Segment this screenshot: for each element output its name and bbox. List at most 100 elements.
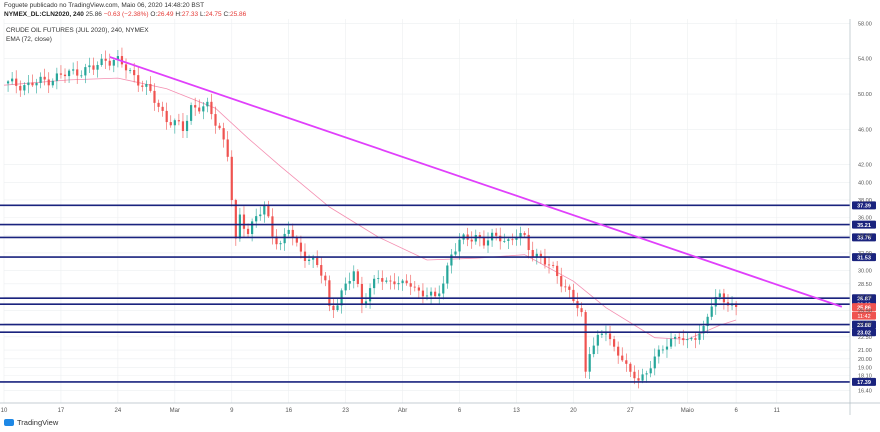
x-tick-label: 24 <box>115 408 122 414</box>
candle-body <box>96 64 99 70</box>
time-axis[interactable]: 10 17 24 Mar 9 16 23 Abr 6 13 20 27 Maio 6 11 <box>0 402 880 414</box>
candle-body <box>470 239 473 242</box>
candle-body <box>165 110 168 123</box>
candle-body <box>381 278 384 282</box>
candle-body <box>23 85 26 91</box>
candle-body <box>637 378 640 381</box>
candle-body <box>295 237 298 243</box>
candle-body <box>519 233 522 238</box>
candle-body <box>27 82 30 86</box>
candle-body <box>600 333 603 335</box>
x-tick-label: 23 <box>342 408 349 414</box>
candle-body <box>413 286 416 288</box>
y-tick-label: 40.00 <box>858 180 872 186</box>
candle-body <box>348 281 351 284</box>
y-tick-label: 58.00 <box>858 21 872 27</box>
candle-body <box>401 280 404 284</box>
footer-brand: TradingView <box>4 418 58 427</box>
candle-body <box>645 373 648 375</box>
candle-body <box>547 264 551 266</box>
candle-body <box>486 240 490 246</box>
candle-body <box>543 256 547 265</box>
y-tick-label: 27.00 <box>858 295 872 301</box>
countdown-badge <box>852 311 876 320</box>
candle-body <box>214 114 217 126</box>
publication-info: Foguete publicado no TradingView.com, Ma… <box>4 2 205 9</box>
candle-body <box>279 243 282 245</box>
candle-body <box>51 80 54 86</box>
candle-body <box>149 83 152 91</box>
level-badge-1 <box>852 220 876 229</box>
candle-body <box>226 139 229 157</box>
candle-body <box>55 73 58 81</box>
candle-body <box>568 286 571 290</box>
candle-body <box>35 82 38 86</box>
candle-body <box>617 346 620 356</box>
candle-body <box>161 106 164 111</box>
candle-body <box>503 240 506 242</box>
candle-body <box>15 78 18 86</box>
candle-body <box>287 229 290 234</box>
candle-body <box>588 354 591 372</box>
candle-body <box>393 281 396 285</box>
candle-body <box>242 214 246 229</box>
y-tick-label: 21.00 <box>858 348 872 354</box>
candle-body <box>710 306 713 317</box>
high-value: 27.33 <box>181 11 199 18</box>
candle-body <box>429 291 433 296</box>
candle-body <box>104 58 107 61</box>
level-badge-label: 33.76 <box>857 236 871 242</box>
candle-body <box>446 265 449 284</box>
candle-body <box>352 271 355 282</box>
ema-line <box>3 77 737 340</box>
x-tick-label: 6 <box>734 408 738 414</box>
candle-body <box>702 326 705 334</box>
candle-body <box>157 102 160 107</box>
x-tick-label: 11 <box>774 408 781 414</box>
candle-body <box>124 64 128 71</box>
candle-body <box>259 214 262 217</box>
y-tick-label: 19.00 <box>858 366 872 372</box>
candle-body <box>80 75 83 77</box>
candle-body <box>112 60 115 66</box>
candle-body <box>137 75 140 86</box>
candle-body <box>450 254 453 266</box>
candle-body <box>706 316 709 327</box>
level-badge-3 <box>852 253 876 262</box>
candle-body <box>389 280 392 282</box>
candle-body <box>88 65 91 68</box>
candle-body <box>356 271 359 284</box>
candles-group <box>6 47 738 389</box>
candle-body <box>222 128 225 140</box>
candle-body <box>324 275 327 281</box>
candle-body <box>6 81 10 84</box>
candle-body <box>39 76 42 83</box>
y-tick-label: 36.00 <box>858 216 872 222</box>
level-badge-7 <box>852 328 876 337</box>
price-axis[interactable]: 58.00 54.00 50.00 46.00 42.00 40.00 38.00 36.00… <box>849 19 872 415</box>
y-tick-label: 18.10 <box>858 374 872 380</box>
candle-body <box>442 283 445 294</box>
candle-body <box>490 232 494 241</box>
x-tick-label: 10 <box>1 408 8 414</box>
candle-body <box>307 259 311 261</box>
candle-body <box>682 338 685 341</box>
candle-body <box>698 333 701 340</box>
candle-body <box>19 85 22 91</box>
candle-body <box>714 297 717 307</box>
candle-body <box>108 60 111 66</box>
candle-body <box>641 374 644 381</box>
y-tick-label: 20.00 <box>858 357 872 363</box>
level-badge-label: 26.87 <box>857 296 871 302</box>
candle-body <box>621 355 624 361</box>
symbol-quote-line: NYMEX_DL:CLN2020, 240 25.86 −0.63 (−2.38… <box>4 11 246 18</box>
candle-body <box>198 107 201 112</box>
symbol-label[interactable]: NYMEX_DL:CLN2020, 240 <box>4 11 84 18</box>
candle-body <box>59 73 63 75</box>
candle-body <box>377 278 380 279</box>
candle-body <box>116 56 119 61</box>
candle-body <box>608 333 612 340</box>
x-tick-label: 6 <box>458 408 462 414</box>
candle-body <box>255 216 258 222</box>
